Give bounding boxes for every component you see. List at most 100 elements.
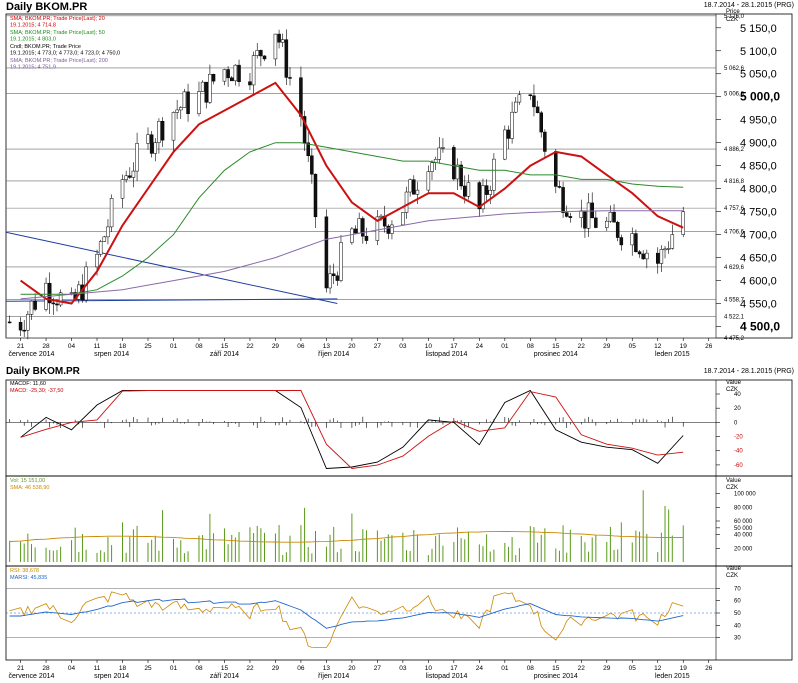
candle <box>353 225 358 234</box>
candle <box>160 117 165 147</box>
candle-body <box>441 147 445 149</box>
candle <box>102 235 107 243</box>
candle <box>153 138 158 162</box>
candle <box>335 271 340 286</box>
x-month-label: září 2014 <box>210 351 239 358</box>
volume-bars <box>9 490 684 562</box>
candle <box>364 227 369 245</box>
candle-body <box>124 175 128 180</box>
candle <box>109 194 114 232</box>
volume-y-label: 60 000 <box>734 519 753 525</box>
y-tick-label: 4 500,0 <box>740 320 780 334</box>
level-label: 4 522,1 <box>724 314 745 320</box>
macd-chart-title: Daily BKOM.PR <box>6 366 80 377</box>
price-currency: CZK <box>726 17 738 23</box>
x-month-label: leden 2015 <box>655 351 690 358</box>
x-month-label: července 2014 <box>9 351 55 358</box>
candle-body <box>655 252 660 264</box>
level-label: 4 706,6 <box>724 230 745 236</box>
macd-y-label: 20 <box>734 406 741 412</box>
level-label: 4 558,7 <box>724 298 745 304</box>
candle-body <box>415 189 420 195</box>
candle <box>401 212 405 226</box>
candle-body <box>200 81 205 92</box>
candle <box>430 160 434 181</box>
candle <box>124 170 128 183</box>
candle-body <box>208 74 212 103</box>
candle-body <box>503 129 507 160</box>
candle-body <box>579 210 584 218</box>
candle <box>477 181 482 218</box>
level-label: 4 816,8 <box>724 179 745 185</box>
candle <box>426 165 431 194</box>
candle-body <box>532 95 536 108</box>
x-tick-label: 08 <box>527 665 535 672</box>
x-tick-label: 24 <box>476 665 484 672</box>
candle-body <box>149 134 154 154</box>
candle <box>29 300 34 321</box>
candle-body <box>357 218 361 234</box>
candle <box>306 132 310 163</box>
x-tick-label: 20 <box>348 343 356 350</box>
candle-body <box>328 273 332 289</box>
candle <box>26 311 30 340</box>
candle <box>18 317 23 336</box>
candle <box>233 64 238 86</box>
candle <box>484 179 489 202</box>
macd-signal-line <box>20 390 684 469</box>
candle <box>350 226 354 245</box>
x-tick-label: 17 <box>450 665 458 672</box>
candle <box>666 241 671 254</box>
candle <box>670 224 675 250</box>
series-line-sma-20 <box>20 81 684 305</box>
candle <box>273 33 278 66</box>
macd-y-label: -40 <box>734 449 743 455</box>
candle <box>33 293 37 312</box>
candle <box>302 110 307 151</box>
candle <box>528 94 533 100</box>
candle <box>175 99 179 120</box>
x-tick-label: 29 <box>272 665 280 672</box>
rsi-y-label: 70 <box>734 586 741 592</box>
candle-body <box>488 189 493 195</box>
x-tick-label: 15 <box>552 665 560 672</box>
candle <box>630 227 635 256</box>
candle <box>590 192 594 219</box>
candle-body <box>273 33 278 60</box>
macd-currency: CZK <box>726 387 738 393</box>
candle-body <box>120 179 125 199</box>
candle <box>375 210 380 246</box>
candle-body <box>204 81 209 103</box>
candle <box>605 216 609 232</box>
candle <box>488 185 493 205</box>
level-label: 4 757,6 <box>724 206 745 212</box>
x-tick-label: 01 <box>501 665 509 672</box>
candle <box>594 210 598 229</box>
x-tick-label: 04 <box>68 343 76 350</box>
candle <box>645 249 649 269</box>
x-tick-label: 05 <box>629 343 637 350</box>
candle-body <box>386 225 391 234</box>
candle <box>149 131 154 158</box>
candle <box>437 137 442 164</box>
level-label: 4 629,6 <box>724 265 745 271</box>
candle-body <box>663 248 667 251</box>
candle <box>58 289 63 307</box>
candle-body <box>280 39 285 43</box>
candle-body <box>51 302 56 305</box>
candle-body <box>408 179 412 193</box>
candle-body <box>666 248 671 250</box>
candle-body <box>586 202 591 229</box>
candle-body <box>186 91 190 114</box>
candle-body <box>211 74 216 82</box>
candle <box>659 245 664 272</box>
candle <box>517 90 522 105</box>
candle <box>390 220 394 240</box>
trend-line <box>5 231 338 305</box>
x-tick-label: 24 <box>476 343 484 350</box>
volume-currency: CZK <box>726 485 738 491</box>
level-label: 4 475,2 <box>724 336 745 342</box>
macd-axis-label: Value <box>726 380 742 386</box>
candle-body <box>615 221 620 238</box>
